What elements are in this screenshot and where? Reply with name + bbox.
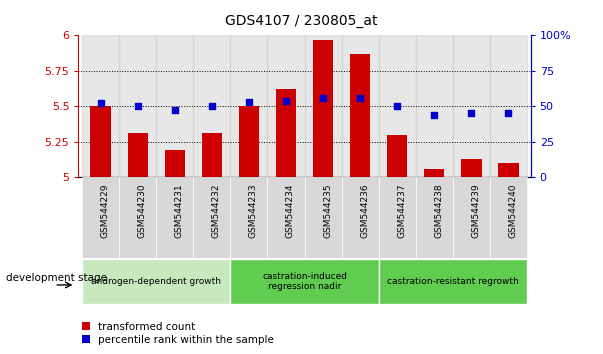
Bar: [305, 35, 341, 177]
Bar: [387, 135, 408, 177]
FancyBboxPatch shape: [453, 177, 490, 258]
FancyBboxPatch shape: [379, 177, 415, 258]
Legend: transformed count, percentile rank within the sample: transformed count, percentile rank withi…: [78, 317, 279, 349]
Bar: [165, 150, 185, 177]
Text: GSM544229: GSM544229: [101, 183, 110, 238]
Bar: [313, 40, 333, 177]
Bar: [498, 163, 519, 177]
Point: [467, 110, 476, 116]
Bar: [201, 133, 222, 177]
Text: GSM544230: GSM544230: [137, 183, 147, 238]
Point: [318, 95, 328, 101]
FancyBboxPatch shape: [82, 259, 230, 303]
FancyBboxPatch shape: [156, 177, 194, 258]
Bar: [194, 35, 230, 177]
Bar: [119, 35, 156, 177]
Text: castration-induced
regression nadir: castration-induced regression nadir: [262, 272, 347, 291]
Point: [429, 112, 439, 118]
Text: GSM544232: GSM544232: [212, 183, 221, 238]
Bar: [230, 35, 268, 177]
FancyBboxPatch shape: [119, 177, 156, 258]
Bar: [276, 89, 296, 177]
Bar: [268, 35, 305, 177]
Text: androgen-dependent growth: androgen-dependent growth: [91, 277, 221, 286]
FancyBboxPatch shape: [268, 177, 305, 258]
Text: GSM544239: GSM544239: [472, 183, 481, 238]
Bar: [453, 35, 490, 177]
FancyBboxPatch shape: [194, 177, 230, 258]
Text: GSM544237: GSM544237: [397, 183, 406, 238]
Point: [96, 101, 106, 106]
Bar: [90, 106, 111, 177]
FancyBboxPatch shape: [82, 177, 119, 258]
FancyBboxPatch shape: [490, 177, 527, 258]
Bar: [127, 133, 148, 177]
Text: castration-resistant regrowth: castration-resistant regrowth: [387, 277, 519, 286]
Bar: [350, 54, 370, 177]
Bar: [82, 35, 119, 177]
Bar: [461, 159, 482, 177]
Text: GSM544235: GSM544235: [323, 183, 332, 238]
Bar: [239, 106, 259, 177]
Bar: [424, 169, 444, 177]
FancyBboxPatch shape: [341, 177, 379, 258]
Point: [207, 103, 216, 109]
Point: [170, 108, 180, 113]
Bar: [341, 35, 379, 177]
FancyBboxPatch shape: [305, 177, 341, 258]
Text: GSM544233: GSM544233: [249, 183, 258, 238]
FancyBboxPatch shape: [379, 259, 527, 303]
FancyBboxPatch shape: [230, 177, 268, 258]
Bar: [490, 35, 527, 177]
Point: [281, 98, 291, 103]
Point: [244, 99, 254, 105]
Point: [133, 103, 142, 109]
FancyBboxPatch shape: [230, 259, 379, 303]
Bar: [415, 35, 453, 177]
Text: development stage: development stage: [6, 273, 107, 283]
Point: [355, 95, 365, 101]
Text: GSM544240: GSM544240: [508, 183, 517, 238]
Point: [504, 110, 513, 116]
FancyBboxPatch shape: [415, 177, 453, 258]
Bar: [379, 35, 415, 177]
Point: [393, 103, 402, 109]
Text: GSM544236: GSM544236: [360, 183, 369, 238]
Text: GSM544234: GSM544234: [286, 183, 295, 238]
Text: GDS4107 / 230805_at: GDS4107 / 230805_at: [226, 14, 377, 28]
Text: GSM544238: GSM544238: [434, 183, 443, 238]
Bar: [156, 35, 194, 177]
Text: GSM544231: GSM544231: [175, 183, 184, 238]
